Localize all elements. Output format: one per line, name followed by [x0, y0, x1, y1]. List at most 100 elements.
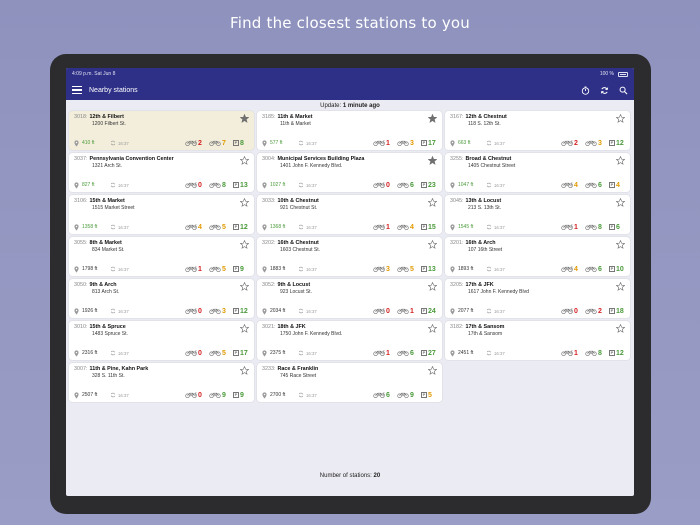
ebike-icon: [561, 224, 573, 230]
station-card[interactable]: 3033: 10th & Chestnut 921 Chestnut St. 1…: [257, 195, 442, 234]
status-bar: 4:09 p.m. Sat Jun 8 100 %: [66, 68, 634, 80]
bike-count: 7: [222, 139, 226, 147]
station-card[interactable]: 3233: Race & Franklin 745 Race Street 27…: [257, 363, 442, 402]
favorite-star-icon[interactable]: [240, 240, 249, 249]
sync-icon: [110, 308, 116, 314]
station-card[interactable]: 3201: 16th & Arch 107 16th Street 1893 f…: [445, 237, 630, 276]
station-distance: 1926 ft: [82, 308, 98, 314]
favorite-star-icon[interactable]: [616, 114, 625, 123]
station-name: 9th & Arch: [89, 282, 117, 288]
station-address: 1321 Arch St.: [92, 163, 123, 169]
favorite-star-icon[interactable]: [616, 156, 625, 165]
station-card[interactable]: 3004: Municipal Services Building Plaza …: [257, 153, 442, 192]
favorite-star-icon[interactable]: [428, 114, 437, 123]
favorite-star-icon[interactable]: [240, 282, 249, 291]
station-card[interactable]: 3205: 17th & JFK 1617 John F. Kennedy Bl…: [445, 279, 630, 318]
favorite-star-icon[interactable]: [240, 156, 249, 165]
refresh-icon[interactable]: [600, 86, 609, 95]
bike-count: 4: [410, 223, 414, 231]
sync-icon: [298, 224, 304, 230]
bike-icon: [397, 308, 409, 314]
bike-count: 9: [410, 391, 414, 399]
station-distance: 1798 ft: [82, 266, 98, 272]
station-card[interactable]: 3106: 15th & Market 1515 Market Street 1…: [69, 195, 254, 234]
station-card[interactable]: 3010: 15th & Spruce 1483 Spruce St. 2316…: [69, 321, 254, 360]
timer-icon[interactable]: [581, 85, 590, 95]
station-card[interactable]: 3182: 17th & Sansom 17th & Sansom 2451 f…: [445, 321, 630, 360]
sync-icon: [110, 182, 116, 188]
headline: Find the closest stations to you: [230, 14, 470, 32]
station-id: 3021:: [262, 324, 276, 330]
dock-icon: P: [233, 140, 239, 146]
station-card[interactable]: 3055: 8th & Market 834 Market St. 1798 f…: [69, 237, 254, 276]
bike-count: 9: [222, 391, 226, 399]
station-card[interactable]: 3021: 18th & JFK 1750 John F. Kennedy Bl…: [257, 321, 442, 360]
last-update-time: 16:37: [118, 182, 129, 188]
favorite-star-icon[interactable]: [616, 198, 625, 207]
station-distance: 2034 ft: [270, 308, 286, 314]
station-card[interactable]: 3018: 12th & Filbert 1200 Filbert St. 41…: [69, 111, 254, 150]
dock-icon: P: [421, 266, 427, 272]
last-update-time: 16:37: [118, 140, 129, 146]
dock-count: 6: [616, 223, 620, 231]
station-card[interactable]: 3167: 12th & Chestnut 118 S. 12th St. 66…: [445, 111, 630, 150]
dock-count: 27: [428, 349, 436, 357]
station-card[interactable]: 3052: 9th & Locust 923 Locust St. 2034 f…: [257, 279, 442, 318]
dock-count: 12: [240, 307, 248, 315]
dock-icon: P: [421, 224, 427, 230]
ebike-count: 1: [574, 349, 578, 357]
station-card[interactable]: 3007: 11th & Pine, Kahn Park 328 S. 11th…: [69, 363, 254, 402]
station-name: Pennsylvania Convention Center: [89, 156, 174, 162]
dock-count: 23: [428, 181, 436, 189]
favorite-star-icon[interactable]: [616, 240, 625, 249]
bike-icon: [585, 182, 597, 188]
favorite-star-icon[interactable]: [616, 324, 625, 333]
station-card[interactable]: 3255: Broad & Chestnut 1405 Chestnut Str…: [445, 153, 630, 192]
bike-count: 6: [410, 349, 414, 357]
location-pin-icon: [262, 223, 267, 231]
favorite-star-icon[interactable]: [616, 282, 625, 291]
favorite-star-icon[interactable]: [428, 198, 437, 207]
favorite-star-icon[interactable]: [428, 324, 437, 333]
bike-icon: [397, 224, 409, 230]
menu-icon[interactable]: [72, 86, 82, 94]
sync-icon: [486, 350, 492, 356]
location-pin-icon: [262, 181, 267, 189]
battery-label: 100 %: [599, 71, 614, 77]
ebike-icon: [561, 350, 573, 356]
station-card[interactable]: 3202: 16th & Chestnut 1603 Chestnut St. …: [257, 237, 442, 276]
location-pin-icon: [262, 307, 267, 315]
dock-icon: P: [609, 308, 615, 314]
sync-icon: [110, 224, 116, 230]
ebike-count: 4: [574, 181, 578, 189]
location-pin-icon: [450, 223, 455, 231]
bike-icon: [397, 266, 409, 272]
location-pin-icon: [262, 391, 267, 399]
search-icon[interactable]: [619, 86, 628, 95]
favorite-star-icon[interactable]: [428, 156, 437, 165]
favorite-star-icon[interactable]: [240, 324, 249, 333]
station-distance: 1368 ft: [270, 224, 286, 230]
station-card[interactable]: 3037: Pennsylvania Convention Center 132…: [69, 153, 254, 192]
stations-grid: 3018: 12th & Filbert 1200 Filbert St. 41…: [69, 111, 631, 402]
bike-icon: [209, 350, 221, 356]
station-distance: 2077 ft: [458, 308, 474, 314]
favorite-star-icon[interactable]: [240, 366, 249, 375]
bike-count: 5: [410, 265, 414, 273]
favorite-star-icon[interactable]: [428, 282, 437, 291]
station-card[interactable]: 3050: 9th & Arch 813 Arch St. 1926 ft 16…: [69, 279, 254, 318]
station-card[interactable]: 3185: 11th & Market 11th & Market 577 ft…: [257, 111, 442, 150]
ebike-count: 0: [386, 307, 390, 315]
battery-icon: [618, 71, 628, 77]
favorite-star-icon[interactable]: [240, 114, 249, 123]
nav-bar: Nearby stations: [66, 80, 634, 100]
ebike-icon: [373, 266, 385, 272]
favorite-star-icon[interactable]: [428, 240, 437, 249]
favorite-star-icon[interactable]: [240, 198, 249, 207]
ebike-count: 1: [386, 139, 390, 147]
favorite-star-icon[interactable]: [428, 366, 437, 375]
station-distance: 577 ft: [270, 140, 283, 146]
ebike-count: 0: [198, 349, 202, 357]
last-update-time: 16:37: [306, 266, 317, 272]
station-card[interactable]: 3045: 13th & Locust 213 S. 13th St. 1545…: [445, 195, 630, 234]
